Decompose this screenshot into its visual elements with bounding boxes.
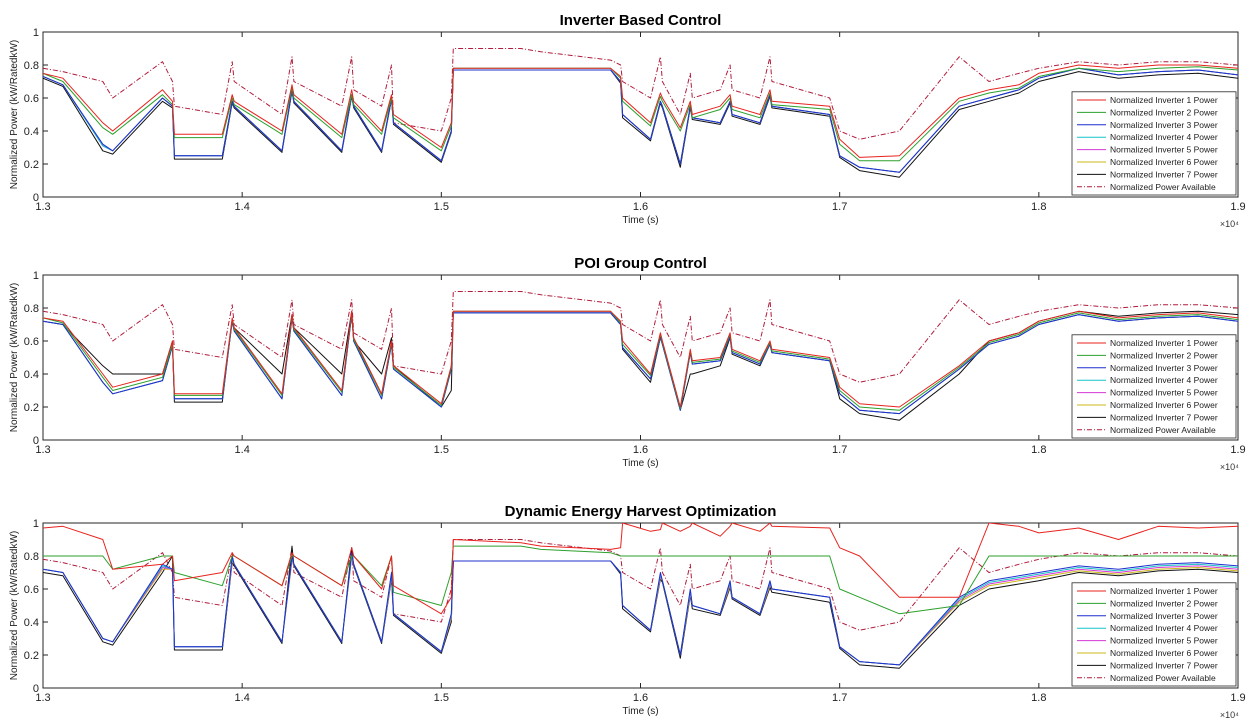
legend-entry: Normalized Inverter 6 Power	[1110, 157, 1218, 167]
y-tick-label: 0.2	[24, 159, 39, 171]
x-tick-label: 1.4	[235, 201, 250, 213]
y-tick-label: 0	[33, 683, 39, 695]
series-line-2	[43, 545, 1238, 615]
y-tick-label: 0.8	[24, 60, 39, 72]
x-tick-label: 1.5	[434, 692, 449, 704]
x-exponent-label: ×10⁴	[1220, 710, 1239, 720]
plot-area	[42, 522, 1239, 689]
legend-box	[1071, 334, 1237, 439]
series-line-1	[43, 64, 1238, 158]
x-tick-label: 1.6	[633, 692, 648, 704]
y-tick-label: 1	[33, 270, 39, 282]
x-tick-label: 1.7	[832, 444, 847, 456]
y-tick-label: 0.2	[24, 650, 39, 662]
y-tick-label: 0.4	[24, 617, 39, 629]
y-tick-label: 0.4	[24, 369, 39, 381]
x-tick-label: 1.8	[1031, 444, 1046, 456]
y-tick-label: 0.8	[24, 303, 39, 315]
x-tick-label: 1.8	[1031, 692, 1046, 704]
legend-entry: Normalized Inverter 6 Power	[1110, 648, 1218, 658]
legend-entry: Normalized Inverter 7 Power	[1110, 660, 1218, 670]
series-line-1	[43, 310, 1238, 408]
legend: Normalized Inverter 1 Power Normalized In…	[1071, 582, 1237, 687]
legend-box	[1071, 582, 1237, 687]
legend-entry: Normalized Inverter 4 Power	[1110, 375, 1218, 385]
x-tick-label: 1.9	[1230, 201, 1245, 213]
legend-entry: Normalized Inverter 5 Power	[1110, 388, 1218, 398]
x-tick-label: 1.3	[35, 692, 50, 704]
x-tick-label: 1.5	[434, 444, 449, 456]
x-exponent-label: ×10⁴	[1220, 462, 1239, 472]
legend: Normalized Inverter 1 Power Normalized In…	[1071, 91, 1237, 196]
series-line-3	[43, 67, 1238, 173]
x-tick-label: 1.3	[35, 201, 50, 213]
x-axis-label: Time (s)	[622, 458, 658, 469]
chart-panel-3: Dynamic Energy Harvest Optimization 1.3 1.…	[9, 503, 1246, 720]
chart-title: Dynamic Energy Harvest Optimization	[505, 503, 777, 520]
x-tick-label: 1.8	[1031, 201, 1046, 213]
x-tick-label: 1.6	[633, 201, 648, 213]
x-exponent-label: ×10⁴	[1220, 219, 1239, 229]
x-tick-label: 1.5	[434, 201, 449, 213]
y-tick-label: 1	[33, 27, 39, 39]
legend-entry: Normalized Inverter 1 Power	[1110, 95, 1218, 105]
x-tick-label: 1.3	[35, 444, 50, 456]
y-axis-label: Normalized Power (kW/RatedkW)	[9, 283, 20, 432]
legend-entry: Normalized Power Available	[1110, 425, 1216, 435]
legend-entry: Normalized Inverter 5 Power	[1110, 636, 1218, 646]
x-tick-label: 1.7	[832, 201, 847, 213]
plot-area	[42, 274, 1239, 441]
y-axis-label: Normalized Power (kW/RatedkW)	[9, 531, 20, 680]
series-line-8	[43, 48, 1238, 140]
x-tick-label: 1.6	[633, 444, 648, 456]
legend-entry: Normalized Inverter 7 Power	[1110, 412, 1218, 422]
legend-box	[1071, 91, 1237, 196]
y-tick-label: 0	[33, 435, 39, 447]
legend-entry: Normalized Inverter 3 Power	[1110, 120, 1218, 130]
y-tick-label: 0	[33, 192, 39, 204]
series-line-8	[43, 291, 1238, 383]
y-axis-label: Normalized Power (kW/RatedkW)	[9, 40, 20, 189]
legend-entry: Normalized Inverter 1 Power	[1110, 338, 1218, 348]
chart-title: Inverter Based Control	[560, 12, 722, 29]
chart-panel-1: Inverter Based Control 1.3 1.4 1.5 1.6 1.7 1.8…	[9, 12, 1246, 229]
chart-panel-2: POI Group Control 1.3 1.4 1.5 1.6 1.7 1.8 1.9 0 0…	[9, 255, 1246, 472]
x-tick-label: 1.9	[1230, 444, 1245, 456]
legend-entry: Normalized Inverter 4 Power	[1110, 623, 1218, 633]
chart-title: POI Group Control	[574, 255, 707, 272]
legend-entry: Normalized Inverter 3 Power	[1110, 611, 1218, 621]
legend-entry: Normalized Inverter 2 Power	[1110, 598, 1218, 608]
x-tick-label: 1.9	[1230, 692, 1245, 704]
x-tick-label: 1.4	[235, 444, 250, 456]
legend-entry: Normalized Power Available	[1110, 182, 1216, 192]
x-tick-label: 1.4	[235, 692, 250, 704]
x-axis-label: Time (s)	[622, 215, 658, 226]
y-tick-label: 0.6	[24, 93, 39, 105]
x-axis-label: Time (s)	[622, 706, 658, 717]
legend-entry: Normalized Inverter 1 Power	[1110, 586, 1218, 596]
series-line-1	[43, 523, 1238, 615]
y-tick-label: 0.4	[24, 126, 39, 138]
legend-entry: Normalized Power Available	[1110, 673, 1216, 683]
legend: Normalized Inverter 1 Power Normalized In…	[1071, 334, 1237, 439]
legend-entry: Normalized Inverter 3 Power	[1110, 363, 1218, 373]
y-tick-label: 0.2	[24, 402, 39, 414]
legend-entry: Normalized Inverter 5 Power	[1110, 145, 1218, 155]
legend-entry: Normalized Inverter 6 Power	[1110, 400, 1218, 410]
legend-entry: Normalized Inverter 4 Power	[1110, 132, 1218, 142]
legend-entry: Normalized Inverter 2 Power	[1110, 350, 1218, 360]
y-tick-label: 0.6	[24, 336, 39, 348]
y-tick-label: 0.6	[24, 584, 39, 596]
x-tick-label: 1.7	[832, 692, 847, 704]
y-tick-label: 0.8	[24, 551, 39, 563]
legend-entry: Normalized Inverter 7 Power	[1110, 169, 1218, 179]
series-line-3	[43, 552, 1238, 666]
legend-entry: Normalized Inverter 2 Power	[1110, 107, 1218, 117]
y-tick-label: 1	[33, 518, 39, 530]
